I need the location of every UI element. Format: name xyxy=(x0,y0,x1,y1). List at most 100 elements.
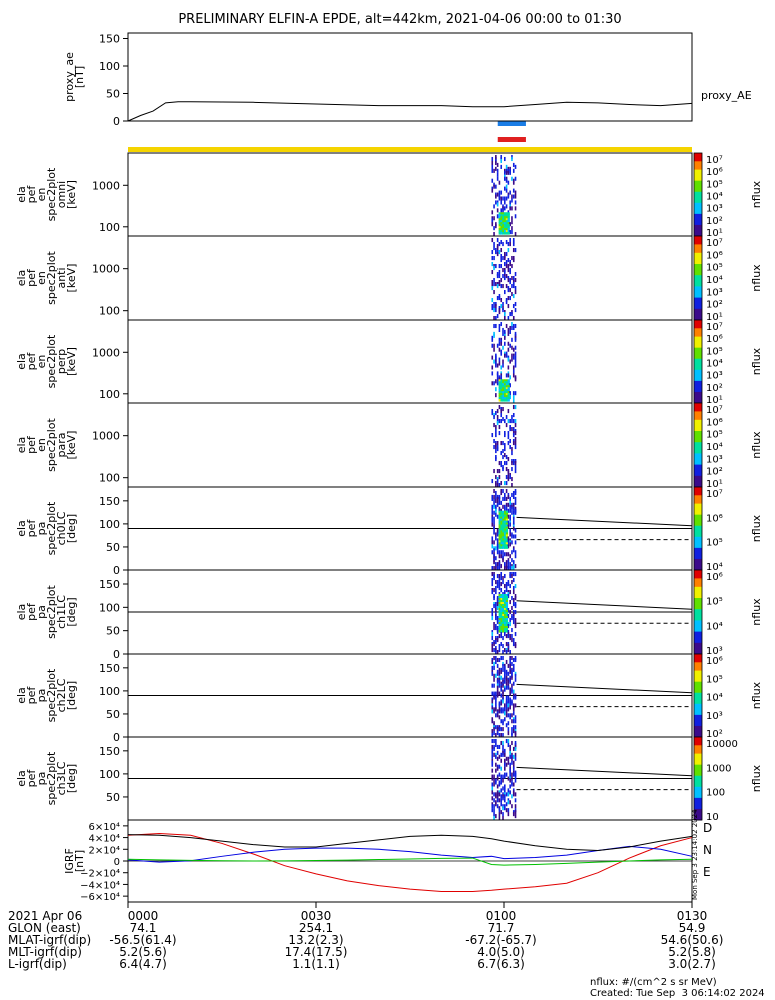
spectrogram-pixel xyxy=(498,596,501,599)
y-axis-label-line: omni xyxy=(55,181,68,208)
colorbar-cell xyxy=(694,637,702,641)
spectrogram-pixel xyxy=(500,608,503,611)
spectrogram-pixel xyxy=(500,669,503,674)
colorbar-cell xyxy=(694,712,702,716)
colorbar-cell xyxy=(694,689,702,694)
spectrogram-pixel xyxy=(505,423,508,428)
spectrogram-pixel xyxy=(504,618,507,621)
spectrogram-pixel xyxy=(509,542,511,547)
spectrogram-pixel xyxy=(511,719,513,724)
spectrogram-pixel xyxy=(500,600,503,603)
colorbar-cell xyxy=(694,350,702,354)
spectrogram-pixel xyxy=(507,441,510,446)
colorbar-cell xyxy=(694,342,702,346)
spectrogram-pixel xyxy=(498,582,501,587)
colorbar-cell xyxy=(694,558,702,563)
spectrogram-pixel xyxy=(509,242,511,247)
colorbar-cell xyxy=(694,292,702,296)
spectrogram-pixel xyxy=(498,691,501,696)
colorbar-cell xyxy=(694,380,702,385)
spectrogram-pixel xyxy=(502,733,504,738)
spectrogram-pixel xyxy=(512,638,515,643)
colorbar-cell xyxy=(694,219,702,223)
colorbar-tick-label: 10⁷ xyxy=(706,405,723,416)
spectrogram-pixel xyxy=(491,250,494,255)
spectrogram-pixel xyxy=(505,596,509,599)
spectrogram-pixel xyxy=(507,365,510,370)
spectrogram-pixel xyxy=(505,204,508,209)
spectrogram-pixel xyxy=(491,496,494,501)
spectrogram-pixel xyxy=(514,677,517,682)
spectrogram-pixel xyxy=(511,794,513,799)
spectrogram-pixel xyxy=(498,469,501,474)
spectrogram-pixel xyxy=(500,397,503,400)
spectrogram-pixel xyxy=(505,323,508,329)
spectrogram-pixel xyxy=(507,514,510,519)
spectrogram-pixel xyxy=(505,606,509,609)
spectrogram-pixel xyxy=(509,516,511,521)
spectrogram-pixel xyxy=(511,206,513,211)
spectrogram-pixel xyxy=(500,413,503,418)
spectrogram-pixel xyxy=(493,530,495,535)
colorbar-cell xyxy=(694,428,702,432)
spectrogram-pixel xyxy=(511,415,513,420)
spectrogram-pixel xyxy=(505,622,509,625)
spectrogram-pixel xyxy=(507,264,510,269)
spectrogram-pixel xyxy=(504,516,507,520)
spectrogram-pixel xyxy=(495,483,497,488)
colorbar-cell xyxy=(694,536,702,541)
spectrogram-pixel xyxy=(493,727,495,732)
spectrogram-pixel xyxy=(502,610,505,613)
colorbar-cell xyxy=(694,665,702,669)
colorbar-cell xyxy=(694,584,702,588)
spectrogram-pixel xyxy=(493,626,495,631)
x-annotation-row-label: 2021 Apr 06 xyxy=(8,909,83,923)
spectrogram-pixel xyxy=(496,415,499,420)
colorbar-cell xyxy=(694,470,702,474)
spectrogram-pixel xyxy=(504,156,506,162)
spectrogram-pixel xyxy=(507,226,510,229)
spectrogram-pixel xyxy=(511,284,513,289)
spectrogram-pixel xyxy=(502,389,505,392)
spectrogram-pixel xyxy=(505,230,509,233)
spectrogram-pixel xyxy=(509,296,511,301)
spectrogram-pixel xyxy=(509,280,511,285)
colorbar-cell xyxy=(694,169,702,173)
spectrogram-pixel xyxy=(491,566,494,571)
spectrogram-pixel xyxy=(507,278,510,283)
spectrogram-pixel xyxy=(498,514,501,518)
spectrogram-pixel xyxy=(511,230,513,235)
spectrogram-pixel xyxy=(502,580,504,585)
spectrogram-pixel xyxy=(495,323,497,329)
y-axis-label-line: pef xyxy=(25,686,38,705)
y-tick-label: 100 xyxy=(99,221,120,234)
spectrogram-pixel xyxy=(502,594,505,597)
colorbar-cell xyxy=(694,222,702,226)
colorbar-tick-label: 10¹ xyxy=(706,228,723,239)
spectrogram-pixel xyxy=(514,554,517,559)
spectrogram-pixel xyxy=(498,733,501,738)
colorbar-cell xyxy=(694,241,702,245)
colorbar-cell xyxy=(694,756,702,760)
spectrogram-pixel xyxy=(491,683,494,688)
colorbar-cell xyxy=(694,797,702,802)
spectrogram-pixel xyxy=(509,270,511,275)
colorbar-cell xyxy=(694,575,702,579)
spectrogram-pixel xyxy=(507,800,510,805)
spectrogram-pixel xyxy=(504,433,506,438)
spectrogram-pixel xyxy=(502,331,504,336)
spectrogram-pixel xyxy=(498,180,501,185)
colorbar-cell xyxy=(694,553,702,557)
spectrogram-pixel xyxy=(498,594,501,597)
spectrogram-pixel xyxy=(500,164,503,169)
spectrogram-pixel xyxy=(505,397,509,400)
spectrogram-pixel xyxy=(504,222,507,225)
spectrogram-pixel xyxy=(491,665,494,670)
spectrogram-pixel xyxy=(493,622,495,627)
spectrogram-pixel xyxy=(514,308,517,313)
spectrogram-pixel xyxy=(498,196,501,201)
y-axis-label-line: ela xyxy=(15,186,28,203)
spectrogram-pixel xyxy=(514,345,517,350)
colorbar-cell xyxy=(694,328,702,332)
colorbar-cell xyxy=(694,367,702,371)
